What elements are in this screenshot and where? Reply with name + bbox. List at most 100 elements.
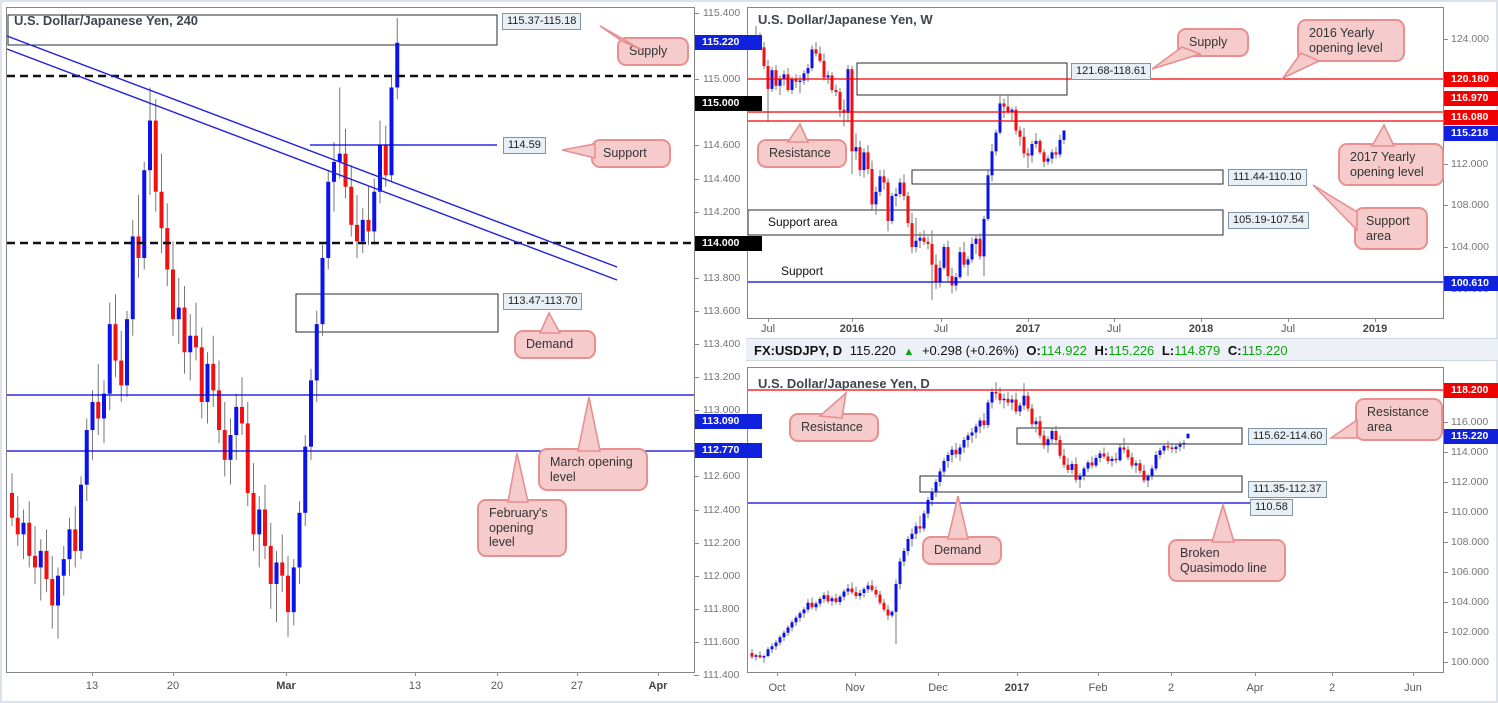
demand-zone-box[interactable] [295, 293, 499, 333]
price-tick-label: 108.000 [1451, 536, 1489, 548]
chart-4h-plot-area[interactable] [6, 7, 695, 673]
time-tick-label: 2 [1167, 682, 1175, 694]
callout-support: Support [591, 139, 671, 168]
price-tick-mark [1443, 542, 1448, 543]
price-tick-mark [1443, 512, 1448, 513]
price-tick-label: 112.000 [1451, 476, 1489, 488]
price-tick-label: 111.400 [703, 669, 740, 681]
level-tag: 121.68-118.61 [1071, 63, 1152, 80]
price-tick-mark [1443, 452, 1448, 453]
callout-support: Support area [1354, 207, 1428, 250]
price-tick-label: 112.600 [703, 470, 741, 483]
time-tick-label: 20 [490, 680, 504, 692]
chart-daily-plot-area[interactable] [747, 367, 1444, 673]
callout-2017-yearly: 2017 Yearly opening level [1338, 143, 1444, 186]
price-tick-label: 108.000 [1451, 199, 1489, 212]
high-label: H: [1094, 343, 1109, 358]
chart-weekly-title: U.S. Dollar/Japanese Yen, W [758, 12, 933, 27]
price-tick-label: 113.200 [703, 371, 741, 384]
price-tick-mark [694, 310, 699, 312]
price-tick-label: 115.000 [703, 73, 741, 86]
price-tick-label: 116.000 [1451, 416, 1489, 428]
time-tick-label: Jul [760, 323, 776, 335]
price-tick-mark [694, 641, 699, 643]
time-tick-label: 2017 [1004, 682, 1030, 694]
time-tick-mark [658, 672, 659, 676]
price-tick-mark [694, 608, 699, 610]
callout-supply: Supply [617, 37, 689, 66]
time-tick-mark [497, 672, 498, 676]
time-tick-label: 2 [1328, 682, 1336, 694]
trend-channel-line[interactable] [7, 48, 618, 281]
price-tick-mark [1443, 205, 1448, 207]
time-tick-label: Apr [1246, 682, 1264, 694]
time-tick-mark [777, 672, 778, 676]
price-tick-label: 113.400 [703, 338, 741, 350]
callout-2016-yearly: 2016 Yearly opening level [1297, 19, 1405, 62]
time-tick-label: Jul [1280, 323, 1296, 335]
price-tick-mark [1443, 632, 1448, 633]
time-tick-label: Oct [768, 682, 786, 694]
price-badge-116-970: 116.970 [1444, 90, 1498, 106]
time-tick-mark [92, 672, 93, 676]
price-tick-label: 104.000 [1451, 596, 1489, 608]
price-tick-label: 114.200 [703, 205, 741, 218]
price-tick-mark [694, 377, 699, 379]
price-tick-label: 124.000 [1451, 33, 1489, 45]
time-tick-label: 27 [570, 680, 584, 692]
time-tick-mark [286, 672, 287, 676]
symbol-label: FX:USDJPY, D [754, 343, 843, 358]
callout-march-opening: March opening level [538, 448, 648, 491]
level-tag: 111.44-110.10 [1228, 169, 1307, 186]
price-tick-mark [1443, 482, 1448, 483]
price-tick-label: 114.400 [703, 172, 741, 185]
price-tick-label: 112.400 [703, 503, 741, 516]
ohlc-status-bar: FX:USDJPY, D 115.220 ▲ +0.298 (+0.26%) O… [746, 338, 1498, 361]
time-tick-mark [1098, 672, 1099, 676]
low-label: L: [1161, 343, 1175, 358]
time-tick-label: 2019 [1362, 323, 1388, 335]
price-tick-label: 111.800 [703, 602, 740, 615]
callout-demand: Demand [514, 330, 596, 359]
callout-resistance: Resistance [789, 413, 879, 442]
price-badge-100-610: 100.610 [1444, 275, 1498, 291]
time-tick-label: 20 [166, 680, 180, 692]
price-tick-label: 112.200 [703, 536, 741, 549]
price-tick-mark [1443, 602, 1448, 603]
time-tick-label: Apr [648, 680, 668, 692]
price-tick-label: 100.000 [1451, 656, 1489, 668]
price-badge-114-000: 114.000 [695, 235, 762, 251]
time-tick-mark [768, 318, 769, 322]
price-tick-label: 114.600 [703, 139, 741, 152]
time-tick-mark [1114, 318, 1115, 322]
price-badge-112-770: 112.770 [695, 442, 762, 458]
price-tick-label: 114.000 [1451, 446, 1489, 458]
high-value: 115.226 [1108, 343, 1155, 358]
chart-daily-canvas[interactable] [748, 368, 1443, 672]
trend-channel-line[interactable] [7, 35, 618, 268]
support-zone-box-111[interactable] [911, 169, 1224, 185]
time-tick-label: 13 [85, 680, 99, 692]
price-badge-120-180: 120.180 [1444, 71, 1498, 87]
callout-resistance: Resistance area [1355, 398, 1443, 441]
time-tick-mark [1171, 672, 1172, 676]
price-tick-mark [694, 344, 699, 345]
price-tick-mark [694, 13, 699, 14]
time-tick-label: Jul [1106, 323, 1122, 335]
price-tick-mark [1443, 662, 1448, 663]
price-tick-mark [1443, 39, 1448, 40]
price-tick-label: 104.000 [1451, 241, 1489, 253]
chart-4h-canvas[interactable] [7, 8, 694, 672]
price-tick-label: 113.000 [703, 404, 741, 417]
resistance-zone-box[interactable] [1016, 427, 1243, 445]
price-tick-label: 112.000 [1451, 157, 1489, 170]
price-tick-mark [694, 509, 699, 511]
time-tick-label: Feb [1088, 682, 1108, 694]
supply-zone-box[interactable] [7, 14, 498, 46]
price-tick-mark [694, 675, 699, 676]
last-price: 115.220 [849, 343, 896, 358]
price-tick-label: 110.000 [1451, 506, 1489, 518]
callout-february-s: February's opening level [477, 499, 567, 557]
time-tick-label: Dec [928, 682, 948, 694]
